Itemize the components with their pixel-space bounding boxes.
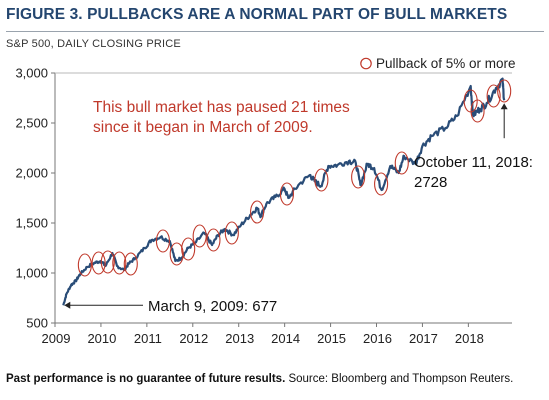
x-tick-label: 2009	[42, 331, 71, 346]
legend-label: Pullback of 5% or more	[376, 56, 516, 71]
annotation-callout-line: since it began in March of 2009.	[93, 119, 313, 136]
source-note: Source: Bloomberg and Thompson Reuters.	[288, 373, 514, 385]
x-tick-label: 2017	[409, 331, 438, 346]
y-tick-label: 1,500	[15, 216, 48, 231]
pullback-marker	[181, 237, 196, 261]
x-tick-label: 2013	[225, 331, 254, 346]
x-tick-label: 2018	[455, 331, 484, 346]
pullback-marker	[279, 182, 294, 206]
pullback-marker	[250, 200, 265, 224]
y-axis-ticks: 500 1,000 1,500 2,000 2,500 3,000	[15, 66, 55, 331]
pullback-marker	[155, 229, 170, 253]
y-tick-label: 2,000	[15, 166, 48, 181]
axes	[54, 72, 512, 324]
y-tick-label: 500	[26, 316, 48, 331]
pullback-marker	[486, 84, 501, 108]
footer: Past performance is no guarantee of futu…	[6, 373, 513, 385]
x-tick-label: 2011	[134, 331, 162, 346]
pullback-marker	[314, 168, 329, 192]
pullback-marker	[224, 221, 239, 245]
y-tick-label: 2,500	[15, 116, 48, 131]
start-annotation-label: March 9, 2009: 677	[148, 298, 277, 315]
x-axis-ticks: 2009 2010 2011 2012 2013 2014 2015 2016 2017 2018	[42, 323, 484, 346]
legend: Pullback of 5% or more	[360, 56, 516, 71]
x-tick-label: 2012	[179, 331, 208, 346]
figure-title: FIGURE 3. PULLBACKS ARE A NORMAL PART OF…	[6, 6, 508, 23]
pullback-marker	[169, 242, 184, 266]
pullback-marker	[497, 79, 512, 103]
start-arrowhead	[64, 301, 71, 309]
chart-subtitle: S&P 500, DAILY CLOSING PRICE	[6, 38, 181, 50]
pullback-marker	[77, 253, 92, 277]
pullback-marker	[351, 165, 366, 189]
title-divider	[6, 31, 544, 32]
pullback-marker	[374, 172, 389, 196]
end-arrowhead	[500, 103, 508, 110]
y-tick-label: 3,000	[15, 66, 48, 81]
pullback-marker	[192, 224, 207, 248]
end-annotation-label: October 11, 2018:	[414, 154, 533, 171]
x-tick-label: 2010	[87, 331, 116, 346]
pullback-marker	[91, 251, 106, 275]
x-tick-label: 2016	[363, 331, 392, 346]
annotation-callout-line: This bull market has paused 21 times	[93, 99, 350, 116]
x-tick-label: 2014	[271, 331, 300, 346]
pullback-marker	[100, 250, 115, 274]
end-annotation-label: 2728	[414, 174, 447, 191]
pullback-marker	[470, 99, 485, 123]
legend-marker	[360, 57, 372, 70]
pullback-marker	[206, 228, 221, 252]
x-tick-label: 2015	[317, 331, 346, 346]
pullback-marker	[394, 151, 409, 175]
pullback-marker	[112, 251, 127, 275]
disclaimer: Past performance is no guarantee of futu…	[6, 373, 286, 385]
pullback-markers	[77, 79, 512, 277]
y-tick-label: 1,000	[15, 266, 48, 281]
pullback-marker	[123, 252, 138, 276]
annotations: This bull market has paused 21 times sinc…	[64, 99, 533, 315]
